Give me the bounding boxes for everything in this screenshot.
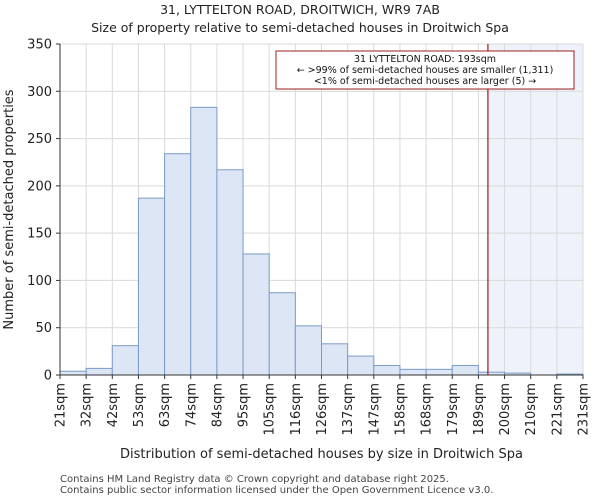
x-tick-label: 200sqm — [498, 383, 513, 436]
x-tick-label: 189sqm — [472, 383, 487, 436]
y-tick-label: 150 — [27, 227, 52, 242]
bar — [59, 370, 87, 376]
bar — [347, 355, 375, 376]
x-tick-label: 221sqm — [550, 383, 565, 436]
bar — [373, 365, 401, 376]
x-tick-label: 42sqm — [106, 383, 121, 427]
bar — [451, 365, 479, 376]
annotation-line: 31 LYTTELTON ROAD: 193sqm — [354, 54, 496, 65]
x-tick-label: 105sqm — [263, 383, 278, 436]
chart-subtitle: Size of property relative to semi-detach… — [91, 20, 509, 35]
x-tick-label: 53sqm — [132, 383, 147, 427]
x-axis-title: Distribution of semi-detached houses by … — [120, 447, 523, 462]
x-tick-label: 32sqm — [80, 383, 95, 427]
x-tick-label: 74sqm — [184, 383, 199, 427]
footer-attribution-2: Contains public sector information licen… — [60, 485, 494, 496]
bar — [111, 345, 139, 376]
x-tick-label: 95sqm — [237, 383, 252, 427]
bar — [425, 368, 453, 376]
x-tick-label: 84sqm — [210, 383, 225, 427]
footer-attribution-1: Contains HM Land Registry data © Crown c… — [60, 474, 449, 485]
chart-title: 31, LYTTELTON ROAD, DROITWICH, WR9 7AB — [160, 2, 440, 17]
bar — [190, 106, 218, 376]
bar — [242, 253, 270, 376]
x-tick-label: 210sqm — [524, 383, 539, 436]
x-tick-label: 168sqm — [420, 383, 435, 436]
x-tick-label: 147sqm — [367, 383, 382, 436]
x-tick-label: 158sqm — [393, 383, 408, 436]
x-tick-label: 179sqm — [446, 383, 461, 436]
bar — [321, 343, 349, 376]
y-tick-label: 50 — [35, 321, 52, 336]
y-axis-title: Number of semi-detached properties — [2, 89, 17, 329]
x-tick-label: 126sqm — [315, 383, 330, 436]
chart: 0 50 100 150 200 250 300 350 21sqm 32sqm 42sqm 53sq… — [2, 38, 592, 463]
bar — [85, 367, 113, 376]
highlight-region — [487, 44, 583, 375]
bar — [294, 325, 323, 376]
y-tick-label: 250 — [27, 132, 52, 147]
x-tick-label: 137sqm — [341, 383, 356, 436]
annotation-line: <1% of semi-detached houses are larger (… — [314, 76, 536, 87]
annotation-box — [275, 50, 575, 90]
x-tick-label: 116sqm — [289, 383, 304, 436]
x-tick-label: 63sqm — [158, 383, 173, 427]
x-tick-label: 21sqm — [54, 383, 69, 427]
bar — [137, 197, 166, 376]
y-tick-label: 350 — [27, 38, 52, 53]
bar — [268, 292, 296, 376]
y-tick-label: 200 — [27, 179, 52, 194]
x-tick-label: 231sqm — [577, 383, 592, 436]
y-tick-label: 100 — [27, 274, 52, 289]
bar — [399, 368, 427, 376]
bar — [216, 169, 244, 376]
y-tick-label: 0 — [44, 369, 52, 384]
bar — [164, 153, 192, 376]
y-tick-label: 300 — [27, 85, 52, 100]
annotation-line: ← >99% of semi-detached houses are small… — [297, 65, 554, 76]
